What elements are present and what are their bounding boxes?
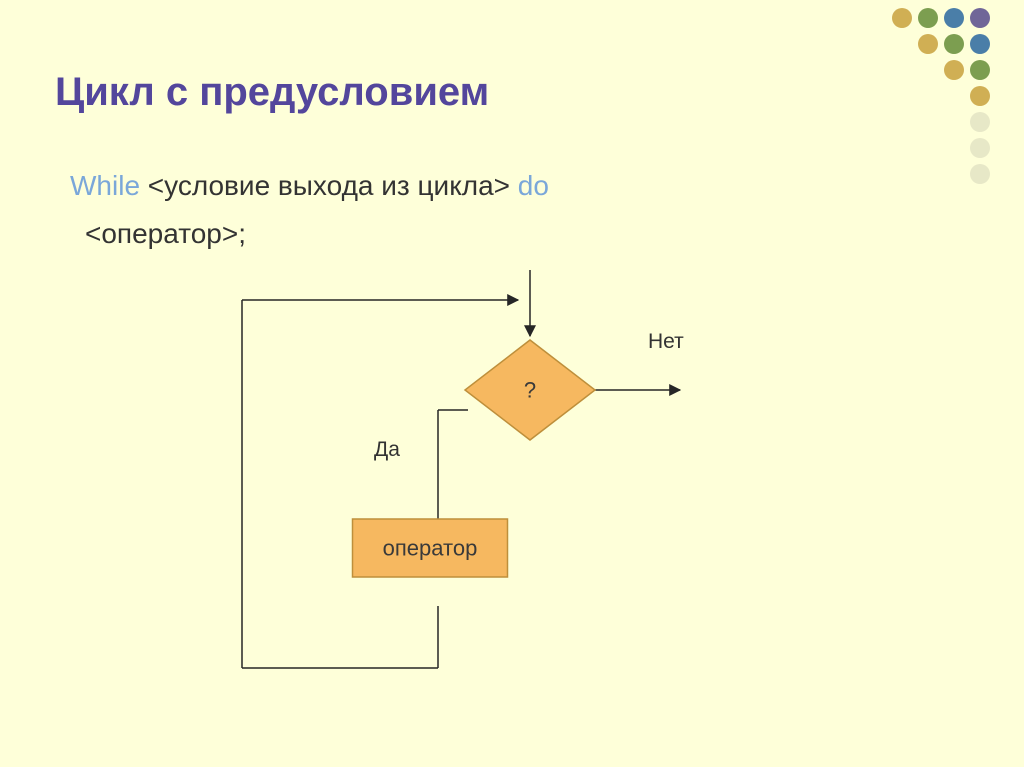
edge-label-yes_down: Да: [374, 438, 400, 461]
decor-dot-4: [918, 34, 938, 54]
node-label-operator: оператор: [383, 536, 478, 561]
syntax-line-1: While <условие выхода из цикла> do: [70, 170, 549, 202]
flowchart-diagram: Нет Да? оператор: [200, 270, 800, 690]
decor-dot-9: [970, 86, 990, 106]
syntax-line-2: <оператор>;: [85, 218, 246, 250]
decor-dot-6: [970, 34, 990, 54]
decor-dot-10: [970, 112, 990, 132]
decor-dot-5: [944, 34, 964, 54]
node-label-decision: ?: [524, 378, 536, 403]
decor-dot-2: [944, 8, 964, 28]
do-keyword: do: [518, 170, 549, 201]
edge-label-no_exit: Нет: [648, 330, 684, 353]
decor-dot-1: [918, 8, 938, 28]
decor-dot-11: [970, 138, 990, 158]
corner-decor: [866, 0, 1006, 200]
while-keyword: While: [70, 170, 140, 201]
decor-dot-12: [970, 164, 990, 184]
decor-dot-8: [970, 60, 990, 80]
condition-text: <условие выхода из цикла>: [140, 170, 518, 201]
decor-dot-3: [970, 8, 990, 28]
page-title: Цикл с предусловием: [55, 70, 489, 115]
decor-dot-0: [892, 8, 912, 28]
decor-dot-7: [944, 60, 964, 80]
